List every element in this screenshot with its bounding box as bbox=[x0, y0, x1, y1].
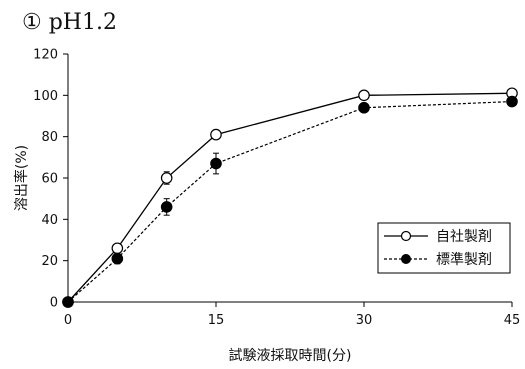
data-point bbox=[506, 95, 518, 108]
x-axis-label: 試験液採取時間(分) bbox=[229, 348, 352, 364]
y-tick-label: 0 bbox=[50, 296, 58, 311]
series-1 bbox=[62, 95, 518, 308]
series-0 bbox=[62, 87, 518, 308]
x-tick-label: 30 bbox=[356, 313, 373, 328]
y-ticks: 0 20 40 60 80 100 120 bbox=[33, 48, 68, 311]
data-point bbox=[358, 101, 370, 114]
data-point bbox=[210, 128, 222, 141]
legend-label-standard: 標準製剤 bbox=[436, 252, 492, 268]
series-line bbox=[67, 100, 513, 303]
y-axis-label: 溶出率(%) bbox=[13, 145, 30, 211]
y-tick-label: 60 bbox=[41, 172, 58, 187]
data-point bbox=[210, 157, 222, 170]
legend-box bbox=[377, 222, 511, 274]
legend-label-own: 自社製剤 bbox=[436, 229, 492, 245]
data-point bbox=[111, 252, 124, 265]
data-point bbox=[111, 242, 124, 255]
y-tick-label: 120 bbox=[33, 48, 58, 63]
data-point bbox=[160, 172, 173, 184]
chart-title: ① pH1.2 bbox=[22, 10, 117, 35]
y-tick-label: 100 bbox=[33, 89, 58, 104]
x-tick-label: 0 bbox=[64, 313, 72, 328]
x-ticks: 0 15 30 45 bbox=[64, 302, 520, 328]
x-tick-label: 15 bbox=[208, 313, 225, 328]
legend: 自社製剤 標準製剤 bbox=[377, 222, 511, 274]
data-point bbox=[160, 201, 173, 213]
y-tick-label: 80 bbox=[41, 130, 58, 145]
x-tick-label: 45 bbox=[504, 313, 521, 328]
legend-marker-own bbox=[400, 230, 412, 242]
series-line bbox=[67, 92, 513, 303]
data-point bbox=[62, 296, 74, 308]
series-layer bbox=[62, 87, 518, 308]
y-tick-label: 40 bbox=[41, 213, 58, 228]
y-tick-label: 20 bbox=[41, 254, 58, 269]
legend-marker-standard bbox=[401, 254, 411, 264]
data-point bbox=[358, 89, 370, 102]
